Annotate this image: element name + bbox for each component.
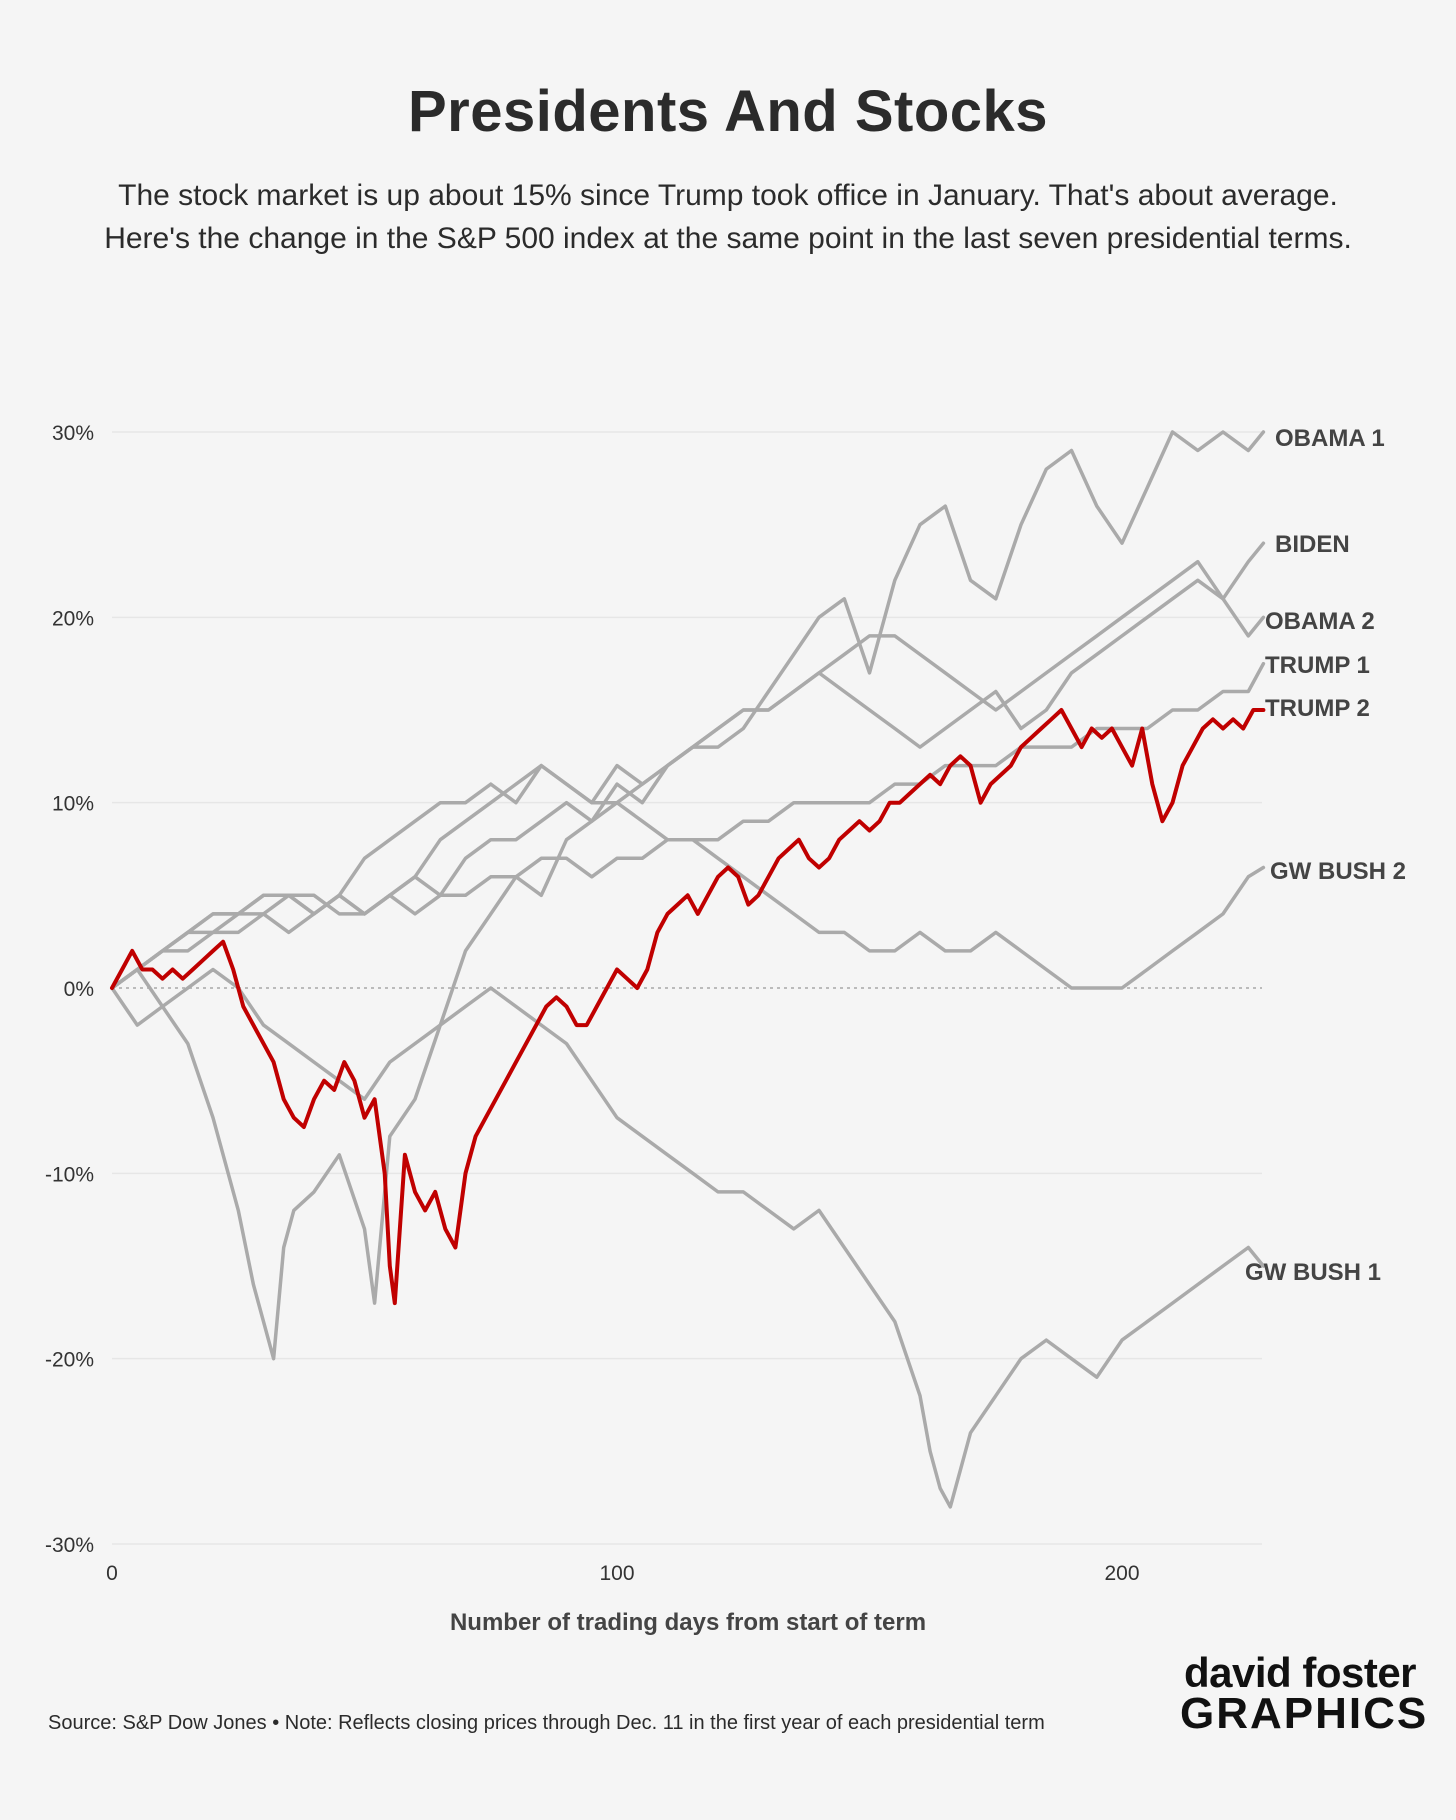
chart-title: Presidents And Stocks: [407, 79, 1049, 144]
y-tick-label: 30%: [52, 422, 94, 445]
series-line-trump-2: [110, 708, 1266, 1306]
series-label-trump-2: TRUMP 2: [1265, 695, 1370, 722]
series-line-trump-1: [110, 661, 1266, 990]
y-tick-label: 20%: [52, 607, 94, 630]
logo-bottom-text: GRAPHICS: [1180, 1689, 1429, 1738]
series-line-gw-bush-1: [110, 967, 1266, 1509]
series-label-gw-bush-2: GW BUSH 2: [1270, 858, 1406, 885]
series-line-obama-2: [110, 578, 1266, 990]
series-label-gw-bush-1: GW BUSH 1: [1245, 1259, 1381, 1286]
series-line-biden: [110, 541, 1266, 990]
logo-top-text: david foster: [1183, 1649, 1417, 1696]
series-label-obama-2: OBAMA 2: [1265, 608, 1375, 635]
y-tick-label: -30%: [45, 1534, 94, 1557]
source-note: Source: S&P Dow Jones • Note: Reflects c…: [48, 1712, 1045, 1734]
y-tick-label: 10%: [52, 793, 94, 816]
series-label-obama-1: OBAMA 1: [1275, 425, 1385, 452]
label-layer: OBAMA 1 BIDEN OBAMA 2 TRUMP 1 TRUMP 2 GW BUSH…: [1245, 425, 1406, 1286]
series-label-trump-1: TRUMP 1: [1265, 652, 1370, 679]
series-line-obama-1: [110, 430, 1266, 1361]
y-tick-label: 0%: [64, 978, 94, 1001]
y-tick-label: -10%: [45, 1163, 94, 1186]
x-axis-title: Number of trading days from start of ter…: [450, 1609, 926, 1636]
chart-subtitle: The stock market is up about 15% since T…: [104, 179, 1352, 255]
x-tick-label: 100: [599, 1562, 634, 1585]
brand-logo: david foster GRAPHICS: [1180, 1649, 1429, 1738]
series-label-biden: BIDEN: [1275, 531, 1350, 558]
axis-layer: 30% 20% 10% 0% -10% -20% -30% 0 100 200 Number of …: [45, 422, 1140, 1636]
y-tick-label: -20%: [45, 1349, 94, 1372]
x-tick-label: 200: [1104, 1562, 1139, 1585]
grid-layer: [112, 431, 1262, 1545]
series-line-gw-bush-2: [110, 763, 1266, 990]
x-tick-label: 0: [106, 1562, 118, 1585]
series-layer: [110, 430, 1266, 1509]
